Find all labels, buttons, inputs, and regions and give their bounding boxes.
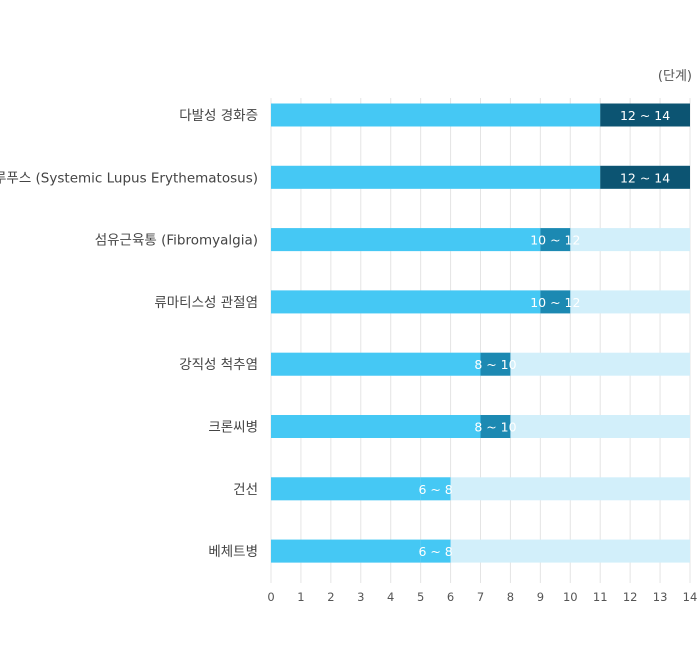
bar-base <box>271 415 481 438</box>
x-tick-label: 2 <box>327 590 334 604</box>
x-tick-label: 8 <box>507 590 514 604</box>
bar-base <box>271 103 601 127</box>
unit-label: (단계) <box>658 69 692 84</box>
category-label: 베체트병 <box>208 544 258 560</box>
x-tick-label: 5 <box>417 590 424 604</box>
x-tick-label: 11 <box>593 590 608 604</box>
bar-range-segment <box>420 539 451 563</box>
category-label: 루푸스 (Systemic Lupus Erythematosus) <box>0 170 258 186</box>
category-label: 섬유근육통 (Fibromyalgia) <box>95 233 258 249</box>
bars: 12 ~ 14 12 ~ 14 10 ~ 12 10 ~ 12 8 ~ 10 8 ~ 10… <box>271 103 690 563</box>
x-tick-label: 0 <box>267 590 274 604</box>
category-label: 크론씨병 <box>208 420 258 436</box>
bar-range-segment <box>540 290 571 314</box>
range-label: 12 ~ 14 <box>620 108 670 123</box>
bar-range-segment <box>540 228 571 252</box>
category-label: 강직성 척추염 <box>179 357 258 373</box>
bar-range-segment <box>600 165 690 189</box>
range-label: 10 ~ 12 <box>530 295 580 310</box>
x-axis-ticks: 0 1 2 3 4 5 6 7 8 9 10 11 12 13 14 <box>267 590 697 604</box>
range-label: 10 ~ 12 <box>530 233 580 248</box>
category-label: 건선 <box>233 482 258 498</box>
x-tick-label: 1 <box>297 590 304 604</box>
x-tick-label: 9 <box>537 590 544 604</box>
range-label: 8 ~ 10 <box>474 357 516 372</box>
x-tick-label: 10 <box>563 590 578 604</box>
bar-range-segment <box>420 477 451 501</box>
range-label: 12 ~ 14 <box>620 170 670 185</box>
x-tick-label: 3 <box>357 590 364 604</box>
range-label: 6 ~ 8 <box>418 482 452 497</box>
x-tick-label: 12 <box>623 590 638 604</box>
bar-range-segment <box>600 103 690 127</box>
x-tick-label: 7 <box>477 590 484 604</box>
range-label: 6 ~ 8 <box>418 544 452 559</box>
bar-base <box>271 477 421 501</box>
category-label: 다발성 경화증 <box>179 108 258 124</box>
range-label: 8 ~ 10 <box>474 420 516 435</box>
bar-base <box>271 352 481 376</box>
x-tick-label: 6 <box>447 590 454 604</box>
bar-base <box>271 228 541 252</box>
x-tick-label: 4 <box>387 590 394 604</box>
bar-range-segment <box>480 415 511 438</box>
bar-base <box>271 165 601 189</box>
x-tick-label: 13 <box>653 590 668 604</box>
category-label: 류마티스성 관절염 <box>154 295 258 311</box>
bar-range-segment <box>480 352 511 376</box>
x-tick-label: 14 <box>683 590 698 604</box>
bar-base <box>271 290 541 314</box>
bar-base <box>271 539 421 563</box>
